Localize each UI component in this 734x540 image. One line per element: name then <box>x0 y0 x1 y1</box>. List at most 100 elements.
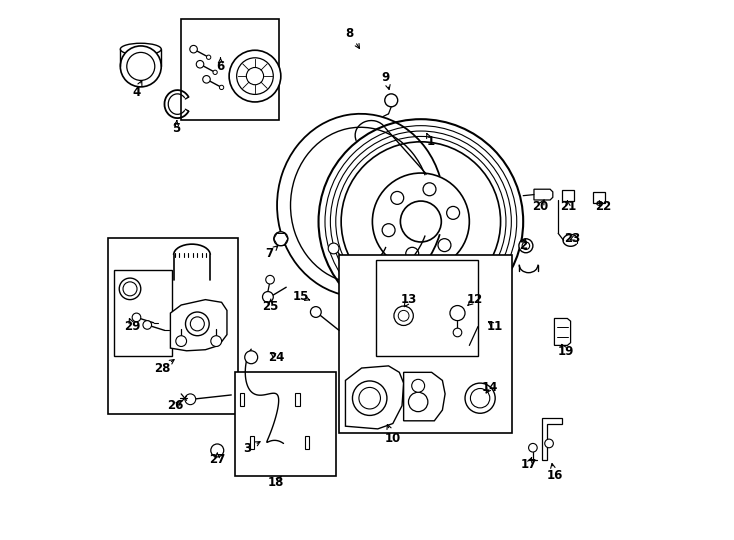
Bar <box>339 255 512 433</box>
Circle shape <box>325 126 517 318</box>
Bar <box>376 260 478 356</box>
Circle shape <box>219 85 224 90</box>
Text: 24: 24 <box>269 351 285 364</box>
Circle shape <box>528 443 537 452</box>
Circle shape <box>213 70 217 75</box>
Circle shape <box>330 131 512 312</box>
Circle shape <box>409 392 428 411</box>
Text: 23: 23 <box>564 232 581 245</box>
Circle shape <box>385 94 398 107</box>
Circle shape <box>196 60 204 68</box>
Circle shape <box>310 307 321 318</box>
Text: 11: 11 <box>487 320 504 333</box>
Circle shape <box>447 206 459 219</box>
Polygon shape <box>170 300 227 351</box>
Text: 20: 20 <box>532 200 548 213</box>
Text: 9: 9 <box>382 71 390 84</box>
Circle shape <box>465 383 495 413</box>
Circle shape <box>143 321 151 329</box>
Polygon shape <box>593 192 605 202</box>
Circle shape <box>423 183 436 195</box>
Text: 10: 10 <box>385 431 401 444</box>
Bar <box>240 393 244 406</box>
Circle shape <box>123 282 137 296</box>
Text: 3: 3 <box>244 442 252 455</box>
Text: 25: 25 <box>262 300 278 313</box>
Circle shape <box>450 306 465 321</box>
Text: 27: 27 <box>209 453 225 466</box>
Circle shape <box>263 292 273 302</box>
Circle shape <box>328 243 339 254</box>
Circle shape <box>211 336 222 347</box>
Circle shape <box>412 379 425 392</box>
Polygon shape <box>404 373 445 421</box>
Text: 26: 26 <box>167 399 184 412</box>
Circle shape <box>211 444 224 457</box>
Bar <box>295 393 299 406</box>
Text: 13: 13 <box>401 293 417 306</box>
Bar <box>254 429 305 456</box>
Circle shape <box>176 336 186 347</box>
Circle shape <box>274 232 288 246</box>
Circle shape <box>519 239 533 253</box>
Circle shape <box>372 173 469 270</box>
Bar <box>244 386 295 413</box>
Text: 8: 8 <box>346 26 354 39</box>
Circle shape <box>119 278 141 300</box>
Ellipse shape <box>174 259 210 301</box>
Circle shape <box>470 388 490 408</box>
Circle shape <box>394 306 413 326</box>
Circle shape <box>190 317 204 331</box>
Text: 18: 18 <box>267 476 283 489</box>
Circle shape <box>371 265 382 275</box>
Circle shape <box>438 239 451 252</box>
Polygon shape <box>534 189 553 200</box>
Text: 19: 19 <box>558 346 575 359</box>
Bar <box>257 434 302 450</box>
Bar <box>181 19 279 120</box>
Circle shape <box>206 55 211 59</box>
Circle shape <box>229 50 281 102</box>
Text: 5: 5 <box>172 123 180 136</box>
Circle shape <box>400 201 441 242</box>
Circle shape <box>190 45 197 53</box>
Text: 6: 6 <box>217 60 225 73</box>
Circle shape <box>236 58 273 94</box>
Circle shape <box>382 224 395 237</box>
Bar <box>234 373 335 476</box>
Polygon shape <box>346 366 404 429</box>
Circle shape <box>244 351 258 364</box>
Polygon shape <box>542 418 562 460</box>
Circle shape <box>545 439 553 448</box>
Text: 12: 12 <box>467 293 483 306</box>
Text: 15: 15 <box>293 291 310 303</box>
Text: 1: 1 <box>426 136 435 148</box>
Circle shape <box>319 119 523 324</box>
Circle shape <box>341 142 501 301</box>
Circle shape <box>406 247 418 260</box>
Polygon shape <box>554 319 570 346</box>
Circle shape <box>399 310 409 321</box>
Circle shape <box>352 381 387 415</box>
Text: 16: 16 <box>546 469 563 482</box>
Circle shape <box>453 328 462 337</box>
Bar <box>114 270 172 356</box>
Bar <box>247 391 293 407</box>
Text: 14: 14 <box>482 381 498 394</box>
Polygon shape <box>562 190 575 201</box>
Circle shape <box>132 313 141 322</box>
Bar <box>250 436 254 449</box>
Circle shape <box>127 52 155 80</box>
Text: 28: 28 <box>154 361 170 375</box>
Text: 29: 29 <box>125 320 141 333</box>
Bar <box>109 238 238 414</box>
Text: 4: 4 <box>132 86 141 99</box>
Circle shape <box>390 192 404 204</box>
Text: 21: 21 <box>560 200 576 213</box>
Bar <box>305 436 309 449</box>
Circle shape <box>522 242 530 249</box>
Circle shape <box>120 46 161 87</box>
Circle shape <box>359 387 380 409</box>
Circle shape <box>185 394 196 404</box>
Circle shape <box>266 275 275 284</box>
